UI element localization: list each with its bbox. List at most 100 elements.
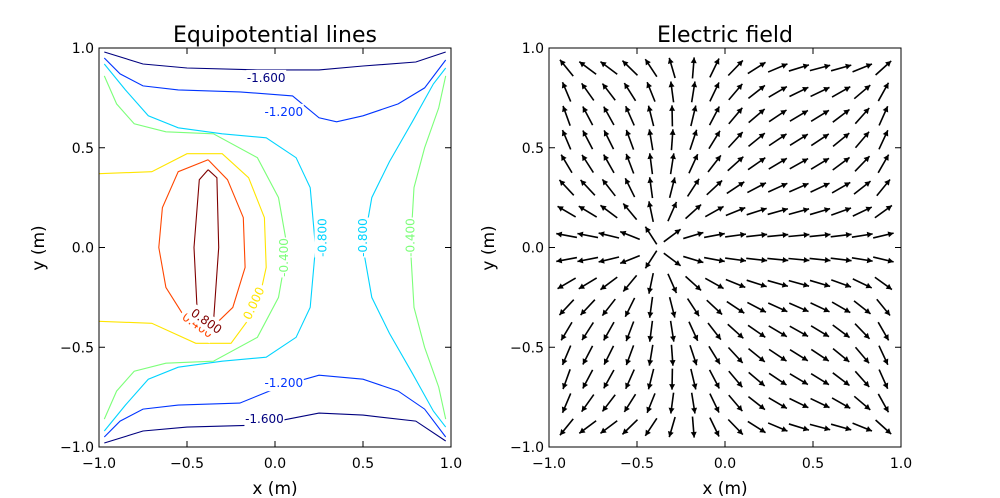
field-arrow — [810, 182, 830, 193]
field-arrow — [708, 106, 721, 126]
field-arrow — [669, 320, 676, 342]
field-arrow — [852, 63, 873, 73]
contour-label-bg — [185, 303, 228, 340]
field-arrow — [789, 157, 809, 170]
field-arrow — [872, 256, 894, 264]
field-arrow — [768, 372, 787, 386]
field-arrow — [809, 423, 831, 432]
x-tick-label: 0.0 — [264, 456, 286, 472]
field-arrow — [727, 59, 744, 77]
field-arrow — [601, 298, 616, 317]
field-arrow — [878, 129, 889, 150]
x-tick-label: −1.0 — [82, 456, 116, 472]
field-arrow — [560, 321, 573, 341]
contour-label-bg — [263, 375, 304, 392]
field-arrow — [577, 231, 599, 239]
field-arrow — [852, 278, 873, 289]
field-arrow — [725, 231, 747, 238]
field-arrow — [747, 395, 766, 411]
field-arrow — [624, 177, 636, 198]
field-arrow — [854, 346, 870, 364]
field-arrow — [647, 344, 654, 366]
electric-field-x-label: x (m) — [702, 479, 747, 498]
field-arrow — [810, 348, 830, 362]
field-arrow — [853, 84, 871, 100]
field-arrow — [669, 129, 676, 151]
field-arrow — [876, 298, 891, 317]
field-arrow — [810, 302, 830, 313]
field-arrow — [669, 368, 676, 390]
field-arrow — [832, 108, 850, 123]
field-arrow — [728, 107, 743, 125]
field-arrow — [832, 347, 850, 363]
field-arrow — [831, 207, 852, 216]
field-arrow — [704, 205, 724, 218]
field-arrow — [708, 130, 721, 150]
field-arrow — [582, 345, 594, 365]
field-arrow — [582, 369, 594, 389]
field-arrow — [725, 278, 746, 289]
field-arrow — [647, 129, 654, 151]
field-arrow — [602, 321, 615, 341]
field-arrow — [578, 277, 598, 290]
field-arrow — [578, 61, 597, 75]
field-arrow — [788, 63, 810, 72]
field-arrow — [877, 154, 890, 174]
field-arrow — [707, 154, 722, 173]
field-arrow — [768, 157, 788, 170]
field-arrow — [809, 63, 831, 72]
y-tick-label: 0.5 — [72, 141, 94, 157]
field-arrow — [709, 82, 720, 102]
field-arrow — [558, 299, 575, 316]
contour-label-bg — [402, 217, 419, 258]
equipotential-y-label: y (m) — [29, 225, 49, 270]
electric-field-x-ticks: −1.0 −0.5 0.0 0.5 1.0 — [532, 48, 912, 472]
field-arrow — [601, 178, 616, 197]
field-arrow — [703, 231, 725, 239]
field-arrow — [561, 129, 572, 150]
field-arrow — [727, 131, 744, 149]
contour-label: -1.600 — [245, 412, 284, 426]
field-arrow — [598, 256, 620, 264]
field-arrow — [619, 254, 641, 265]
field-arrow — [831, 397, 851, 410]
field-arrow — [748, 132, 766, 148]
field-arrow — [767, 279, 789, 288]
field-arrow — [767, 256, 789, 263]
contour-labels: -1.600 -1.600 -1.200 -1.200 -0.800 -0.800 -0.4… — [176, 69, 419, 428]
contour-label-bg — [355, 217, 371, 258]
field-arrow — [810, 397, 830, 409]
field-arrow — [789, 373, 809, 386]
field-arrow — [663, 252, 682, 267]
field-arrow — [727, 156, 744, 172]
field-arrow — [644, 417, 658, 437]
field-arrow — [625, 321, 635, 342]
field-arrow — [878, 105, 889, 126]
field-arrow — [851, 257, 873, 264]
field-arrow — [854, 131, 870, 149]
field-arrow — [668, 296, 677, 318]
contour-label: -1.200 — [264, 105, 303, 119]
field-arrow — [853, 395, 871, 411]
field-arrow — [809, 256, 831, 263]
contour-label-bg — [314, 217, 331, 258]
contour-label: -0.800 — [316, 218, 330, 257]
field-arrow — [809, 279, 831, 288]
field-arrow — [726, 300, 745, 314]
field-arrow — [690, 368, 698, 390]
field-arrow — [646, 81, 656, 102]
field-arrow — [810, 86, 830, 98]
equipotential-panel: Equipotential lines -1.600-1.600-1.200-1… — [29, 23, 462, 498]
field-arrow — [726, 181, 745, 195]
field-arrow — [747, 182, 767, 194]
field-arrow — [789, 109, 809, 122]
field-arrow — [853, 300, 872, 315]
field-arrow — [767, 182, 788, 193]
field-arrow — [810, 133, 830, 147]
field-arrow — [854, 155, 871, 172]
x-tick-label: 1.0 — [440, 456, 462, 472]
field-arrow — [647, 201, 655, 223]
field-arrow — [703, 256, 725, 264]
field-arrow — [621, 419, 639, 435]
